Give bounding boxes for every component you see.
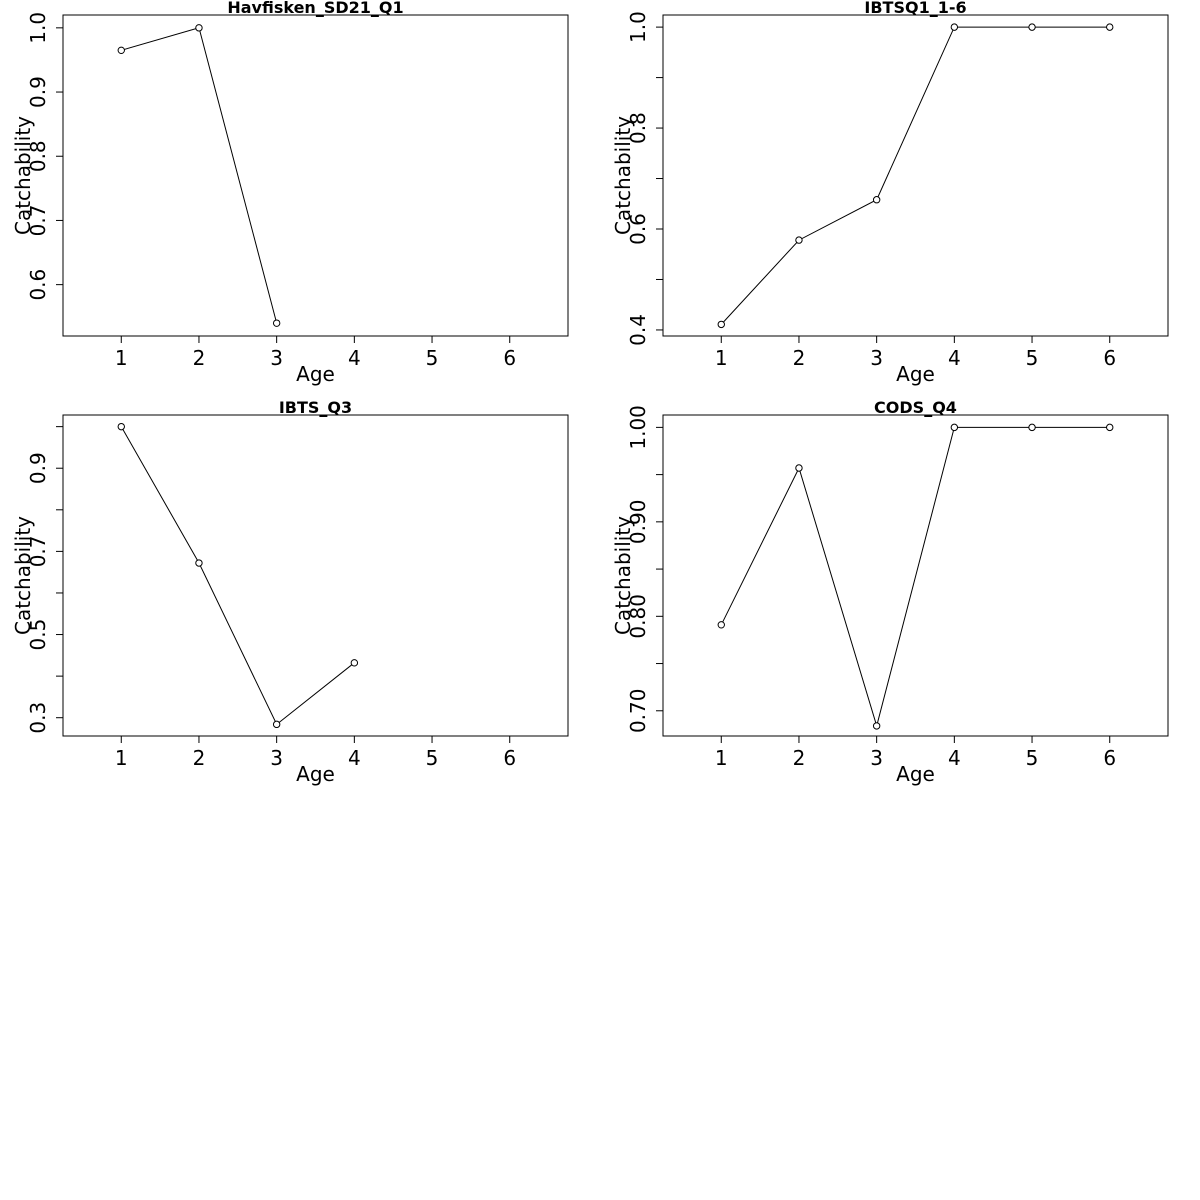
data-point <box>950 23 959 31</box>
y-axis-label: Catchability <box>11 516 35 635</box>
x-tick-label: 3 <box>270 746 283 770</box>
data-point <box>1106 423 1114 432</box>
data-point <box>1028 23 1036 31</box>
x-tick-label: 2 <box>193 346 206 370</box>
data-point <box>717 320 725 329</box>
panel-title: Havfisken_SD21_Q1 <box>227 0 403 17</box>
y-tick-label: 1.0 <box>26 12 50 44</box>
y-tick-label: 0.4 <box>626 314 650 346</box>
data-point <box>1028 423 1036 432</box>
x-tick-label: 4 <box>348 746 361 770</box>
x-tick-label: 1 <box>715 346 728 370</box>
x-axis-label: Age <box>896 762 935 786</box>
y-tick-label: 0.9 <box>26 76 50 108</box>
x-tick-label: 4 <box>948 346 961 370</box>
y-axis-label: Catchability <box>11 116 35 235</box>
x-tick-label: 2 <box>793 746 806 770</box>
x-axis-label: Age <box>296 762 335 786</box>
data-point <box>795 464 803 472</box>
series-line <box>720 26 1110 325</box>
data-point <box>950 423 959 432</box>
chart-panel-4: CODS_Q4 1 2 3 4 5 6 0.70 0.80 0.90 1.00 Age Catchabi… <box>611 398 1169 786</box>
y-tick-label: 0.8 <box>626 112 650 144</box>
y-axis-label: Catchability <box>611 516 635 635</box>
plot-frame <box>662 14 1169 337</box>
plot-frame <box>62 14 569 337</box>
data-point <box>117 422 125 431</box>
y-tick-label: 1.0 <box>626 11 650 43</box>
chart-panel-2: IBTSQ1_1-6 1 2 3 4 5 6 0.4 0.6 0.8 1.0 Age Catchabil… <box>611 0 1169 386</box>
data-point <box>795 236 803 244</box>
chart-panel-1: Havfisken_SD21_Q1 1 2 3 4 5 6 0.6 0.7 0.8 0.9 1.0 Ag… <box>11 0 569 386</box>
data-point <box>872 722 881 730</box>
data-point <box>872 196 881 204</box>
panel-title: IBTSQ1_1-6 <box>864 0 966 17</box>
y-tick-label: 0.5 <box>26 619 50 651</box>
y-tick-label: 0.6 <box>26 269 50 301</box>
chart-panel-3: IBTS_Q3 1 2 3 4 5 6 0.3 0.5 0.7 0.9 Age Catchability <box>11 398 569 786</box>
x-tick-label: 6 <box>503 346 516 370</box>
y-axis-label: Catchability <box>611 116 635 235</box>
series-line <box>720 426 1110 728</box>
y-tick-label: 0.3 <box>26 702 50 734</box>
x-axis-label: Age <box>896 362 935 386</box>
x-tick-label: 5 <box>1026 746 1039 770</box>
x-tick-label: 3 <box>870 746 883 770</box>
series-line <box>120 426 355 726</box>
x-tick-label: 1 <box>715 746 728 770</box>
x-tick-label: 5 <box>426 346 439 370</box>
x-axis-label: Age <box>296 362 335 386</box>
y-tick-label: 0.7 <box>26 535 50 567</box>
data-point <box>272 319 281 327</box>
x-tick-label: 6 <box>1103 746 1116 770</box>
x-tick-label: 2 <box>793 346 806 370</box>
x-tick-label: 4 <box>348 346 361 370</box>
data-point <box>272 720 281 729</box>
x-tick-label: 5 <box>426 746 439 770</box>
x-tick-label: 3 <box>270 346 283 370</box>
x-tick-label: 6 <box>503 746 516 770</box>
y-tick-label: 1.00 <box>626 405 650 450</box>
data-point <box>717 621 725 629</box>
panel-title: IBTS_Q3 <box>279 398 352 417</box>
data-point <box>117 46 125 55</box>
y-tick-label: 0.8 <box>26 140 50 172</box>
y-tick-label: 0.7 <box>26 205 50 237</box>
x-tick-label: 1 <box>115 746 128 770</box>
data-point <box>1106 23 1114 31</box>
x-tick-label: 6 <box>1103 346 1116 370</box>
x-tick-label: 3 <box>870 346 883 370</box>
data-point <box>195 24 203 32</box>
series-line <box>121 27 278 324</box>
x-tick-label: 5 <box>1026 346 1039 370</box>
x-tick-label: 4 <box>948 746 961 770</box>
y-tick-label: 0.80 <box>626 594 650 639</box>
y-tick-label: 0.9 <box>26 452 50 484</box>
x-tick-label: 1 <box>115 346 128 370</box>
data-point <box>195 559 203 567</box>
x-tick-label: 2 <box>193 746 206 770</box>
y-tick-label: 0.6 <box>626 213 650 245</box>
plot-frame <box>62 414 569 737</box>
plot-frame <box>662 414 1169 737</box>
data-point <box>350 659 359 667</box>
y-tick-label: 0.90 <box>626 500 650 545</box>
y-tick-label: 0.70 <box>626 689 650 734</box>
panel-title: CODS_Q4 <box>874 398 957 417</box>
